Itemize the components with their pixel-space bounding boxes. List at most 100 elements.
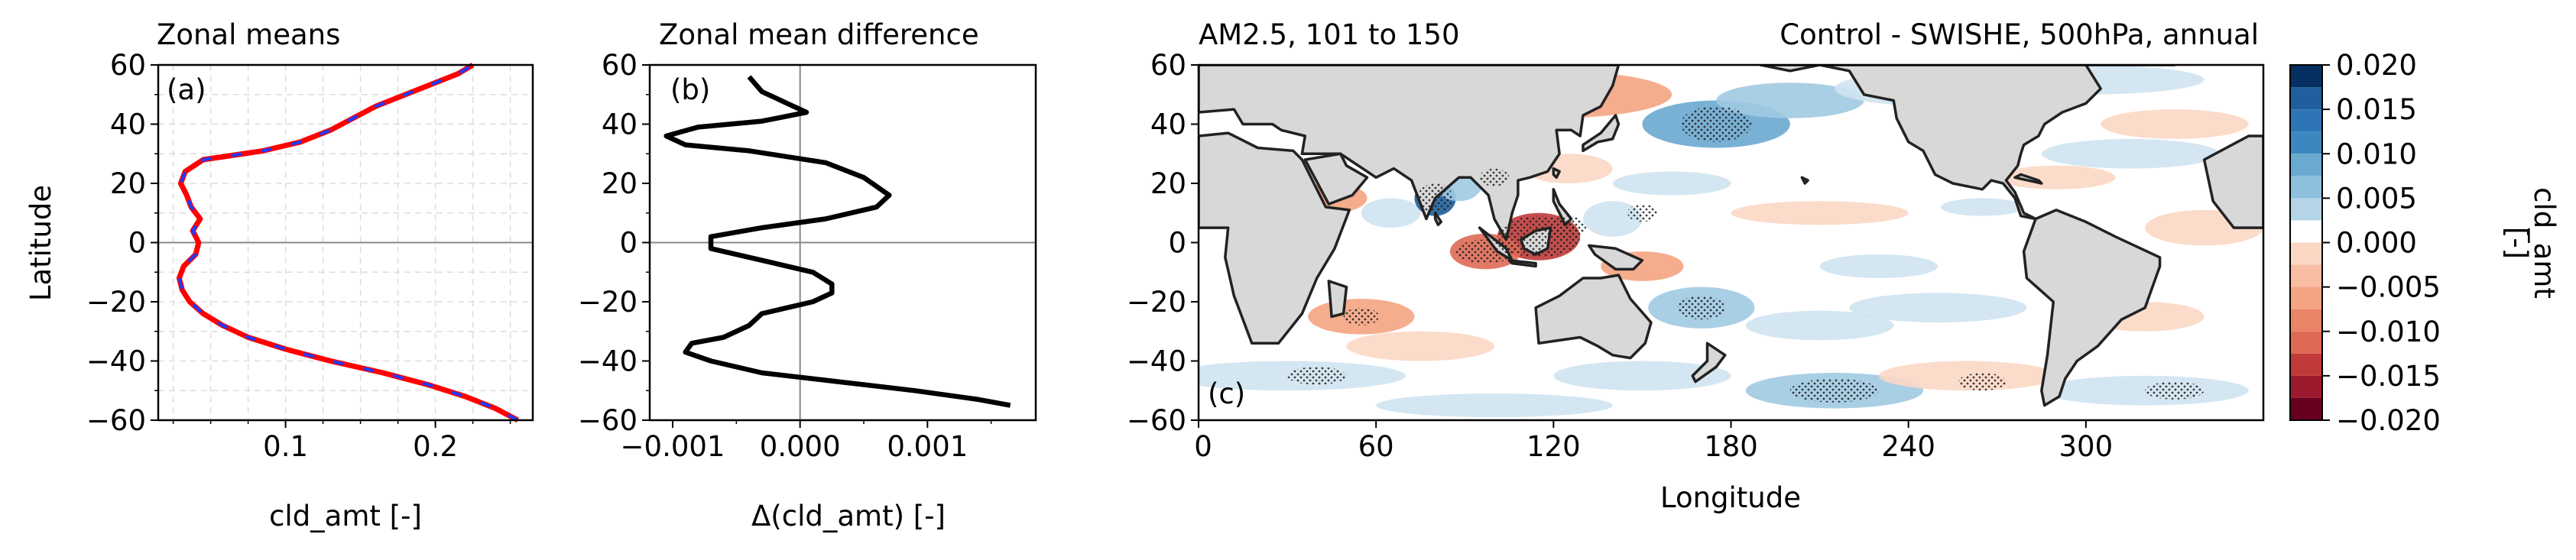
series-line-experiment [177, 63, 519, 422]
y-tick-label: −60 [578, 404, 638, 437]
landmass-arabia [1303, 152, 1369, 206]
colorbar-level [2290, 65, 2322, 88]
y-tick-label: −20 [1127, 286, 1186, 319]
significance-hatch [2145, 381, 2205, 400]
anomaly-contour [1612, 171, 1731, 196]
significance-hatch [1479, 168, 1510, 186]
significance-hatch [1677, 296, 1725, 320]
panel-a-y-ticks: 60 40 20 0 −20 −40 −60 [86, 49, 158, 437]
colorbar-level [2290, 131, 2322, 154]
colorbar-level [2290, 375, 2322, 398]
x-tick-label: 60 [1358, 430, 1394, 463]
landmass-australia [1534, 274, 1653, 360]
x-tick-label: −0.001 [621, 430, 725, 463]
anomaly-contour [2041, 138, 2219, 169]
y-tick-label: 20 [602, 167, 638, 200]
anomaly-contour [1716, 83, 1864, 118]
x-tick-label: 0.001 [887, 430, 968, 463]
significance-hatch [1789, 378, 1879, 403]
colorbar-tick-label: 0.005 [2336, 182, 2417, 215]
anomaly-contour [1849, 293, 2027, 323]
x-tick-label: 120 [1526, 430, 1581, 463]
colorbar-level [2290, 176, 2322, 199]
landmass-taiwan [1552, 167, 1561, 180]
significance-hatch [1958, 373, 2007, 391]
significance-hatch [1680, 106, 1752, 142]
x-tick-label: 0.000 [760, 430, 841, 463]
significance-hatch [1627, 204, 1657, 222]
landmass-south-america [2022, 209, 2162, 407]
panel-c-x-ticks: 0 60 120 180 240 300 [1194, 420, 2113, 463]
panel-b-tag: (b) [670, 73, 710, 106]
landmass-sri-lanka [1433, 212, 1443, 227]
colorbar-label-line2: [-] [2500, 227, 2533, 259]
y-tick-label: 60 [602, 49, 638, 82]
panel-b-title: Zonal mean difference [659, 18, 979, 51]
landmass-cuba [2013, 173, 2043, 185]
colorbar-level [2290, 154, 2322, 176]
colorbar-tick-label: −0.020 [2336, 404, 2441, 437]
colorbar-level [2290, 264, 2322, 287]
colorbar-tick-label: 0.000 [2336, 227, 2417, 260]
y-tick-label: −20 [578, 286, 638, 319]
y-tick-label: 0 [128, 227, 146, 260]
x-tick-label: 0.1 [263, 430, 308, 463]
anomaly-contour [1346, 331, 1494, 361]
colorbar-level [2290, 198, 2322, 221]
panel-b-x-ticks: −0.001 0.000 0.001 [621, 420, 992, 463]
map-land [1199, 65, 2263, 407]
y-tick-label: 60 [110, 49, 146, 82]
anomaly-contour [1376, 393, 1613, 418]
y-tick-label: 60 [1150, 49, 1186, 82]
y-tick-label: 40 [1150, 108, 1186, 141]
anomaly-contour [1583, 201, 1643, 237]
panel-a-y-label: Latitude [24, 185, 57, 301]
panel-c-x-label: Longitude [1660, 481, 1801, 514]
landmass-java [1507, 259, 1537, 268]
x-tick-label: 180 [1704, 430, 1758, 463]
anomaly-contour [1731, 201, 1909, 225]
y-tick-label: 40 [602, 108, 638, 141]
colorbar-ticks: 0.020 0.015 0.010 0.005 0.000 −0.005 −0.010 −0.… [2322, 49, 2441, 437]
colorbar-tick-label: −0.015 [2336, 360, 2441, 393]
significance-hatch [1343, 307, 1380, 325]
colorbar-tick-label: −0.010 [2336, 316, 2441, 348]
y-tick-label: 20 [1150, 167, 1186, 200]
landmass-europe-asia [1199, 65, 1621, 241]
colorbar-tick-label: 0.015 [2336, 93, 2417, 126]
anomaly-contour [1997, 165, 2116, 189]
y-tick-label: −40 [1127, 345, 1186, 378]
significance-hatch [1287, 367, 1347, 385]
panel-a-tag: (a) [167, 73, 206, 106]
x-tick-label: 0.2 [413, 430, 458, 463]
landmass-africa-west [2202, 134, 2263, 229]
y-tick-label: −20 [86, 286, 146, 319]
y-tick-label: −40 [578, 345, 638, 378]
colorbar-label-line1: cld_amt [2528, 187, 2561, 299]
panel-c-title-right: Control - SWISHE, 500hPa, annual [1780, 18, 2259, 51]
anomaly-contour [1941, 198, 2024, 216]
colorbar-tick-label: 0.020 [2336, 49, 2417, 82]
landmass-madagascar [1327, 280, 1348, 319]
panel-b-lines [663, 75, 1011, 408]
colorbar-blocks [2290, 65, 2322, 420]
colorbar: 0.020 0.015 0.010 0.005 0.000 −0.005 −0.010 −0.… [2289, 49, 2561, 437]
panel-a-x-ticks: 0.1 0.2 [172, 420, 511, 463]
x-tick-label: 0 [1194, 430, 1212, 463]
panel-a-grid [158, 65, 533, 420]
landmass-japan [1582, 114, 1621, 153]
colorbar-level [2290, 397, 2322, 420]
y-tick-label: −60 [1127, 404, 1186, 437]
anomaly-contour [1361, 198, 1421, 228]
anomaly-contour [1819, 254, 1938, 278]
panel-a-x-label: cld_amt [-] [269, 500, 422, 532]
y-tick-label: 40 [110, 108, 146, 141]
landmass-north-america [1759, 65, 2102, 221]
colorbar-level [2290, 353, 2322, 376]
anomaly-contour [1745, 310, 1894, 341]
panel-b-x-label: Δ(cld_amt) [-] [751, 500, 946, 532]
colorbar-level [2290, 309, 2322, 332]
anomaly-contour [2101, 109, 2249, 139]
significance-hatch [1550, 215, 1586, 240]
